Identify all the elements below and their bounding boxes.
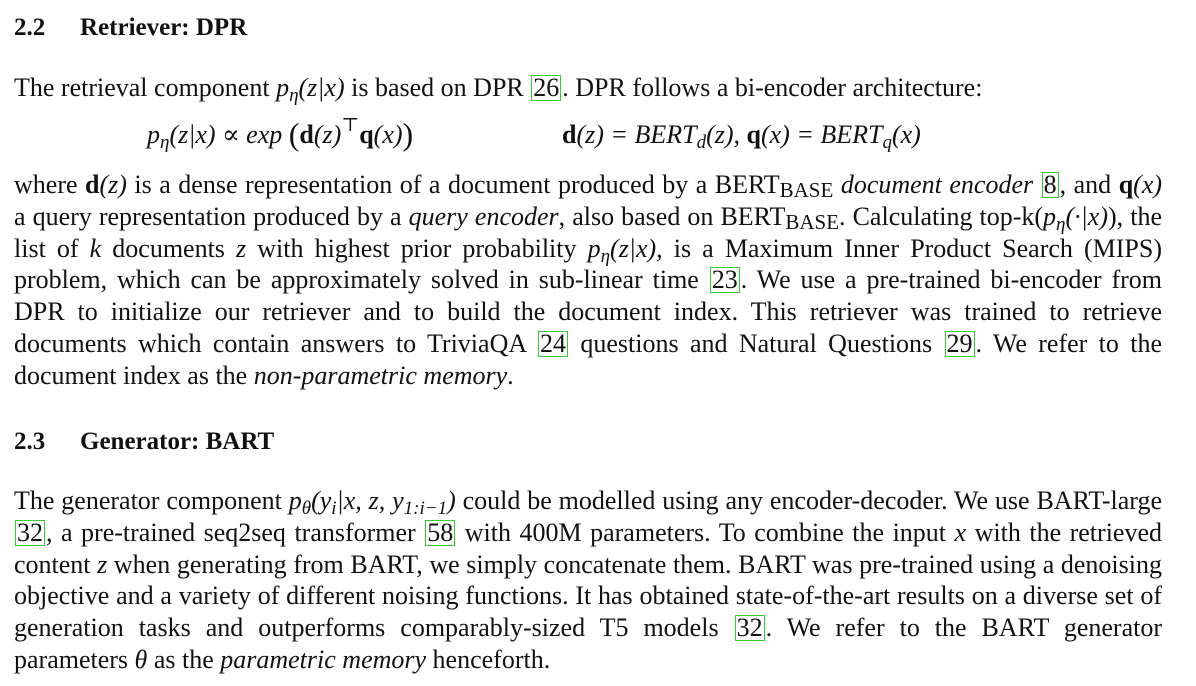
subscript-base: BASE (779, 178, 834, 202)
math-x: x (954, 517, 967, 547)
math-args: (y (311, 486, 332, 515)
text: . (507, 360, 514, 390)
text: , and (1059, 170, 1119, 199)
text: with the retrieved content (14, 517, 1162, 579)
math-args: (z) (313, 120, 342, 149)
text: is based on DPR (344, 73, 531, 102)
emphasis: non-parametric memory (253, 360, 508, 390)
math-p: p (288, 486, 302, 515)
text: , is a Maximum Inner Product Search (MIP… (14, 233, 1163, 295)
paragraph-retriever-details: where d(z) is a dense representation of … (14, 169, 1162, 392)
math-sub: d (696, 132, 707, 153)
subscript-base: BASE (785, 209, 840, 234)
citation-link[interactable]: 8 (1041, 170, 1059, 199)
text: a query representation produced by a (14, 201, 409, 231)
text: with 400M parameters. To combine the inp… (456, 517, 955, 547)
text: where (14, 170, 86, 199)
math-eta: η (600, 245, 611, 267)
text: , a pre-trained seq2seq transformer (46, 517, 425, 547)
section-heading-retriever: 2.2 Retriever: DPR (14, 13, 247, 43)
section-number: 2.2 (14, 14, 46, 41)
math-args: (·|x) (1065, 201, 1108, 231)
text: when generating from BART, we simply con… (14, 549, 1162, 643)
math-args: (z|x) (298, 73, 345, 102)
math-theta: θ (301, 498, 312, 519)
math-p: p (1043, 201, 1057, 231)
text: ), the list of (14, 201, 1162, 263)
math-eta: η (160, 132, 170, 153)
math-args: ) (447, 486, 456, 515)
citation-link[interactable]: 32 (15, 517, 45, 547)
text: . We refer to the document index as the (14, 328, 1162, 390)
math-sub: 1:i−1 (403, 498, 448, 519)
math-p: p (276, 73, 290, 102)
math-d: d (299, 120, 314, 149)
paragraph-generator: The generator component pθ(yi|x, z, y1:i… (14, 485, 1162, 676)
section-heading-generator: 2.3 Generator: BART (14, 427, 274, 457)
math-args: (z), (706, 120, 747, 149)
math-args: (x) (1133, 170, 1163, 199)
emphasis: parametric memory (220, 644, 427, 674)
math-d: d (562, 120, 577, 149)
citation-link[interactable]: 26 (531, 73, 562, 102)
text: , also based on BERT (558, 201, 786, 231)
math-transpose: ⊤ (341, 115, 360, 136)
math-args: (x) = BERT (760, 120, 883, 149)
math-args: (z|x) (610, 233, 657, 263)
math-sub: i (331, 498, 337, 519)
text: could be modelled using any encoder-deco… (455, 486, 1162, 515)
equation-encoders: d(z) = BERTd(z), q(x) = BERTq(x) (562, 118, 921, 152)
text: . DPR follows a bi-encoder architecture: (562, 73, 983, 102)
text: questions and Natural Questions (569, 328, 944, 358)
text: with highest prior probability (246, 233, 588, 263)
math-theta: θ (134, 644, 148, 674)
section-title: Retriever: DPR (80, 14, 248, 41)
math-z: z (97, 549, 108, 579)
math-args: |x, z, y (336, 486, 404, 515)
text: as the (147, 644, 221, 674)
paragraph-retrieval-intro: The retrieval component pη(z|x) is based… (14, 72, 1162, 106)
math-p: p (147, 120, 160, 149)
math-k: k (89, 233, 102, 263)
text: documents (101, 233, 237, 263)
math-q: q (746, 120, 761, 149)
math-args: (x) (891, 120, 921, 149)
section-title: Generator: BART (80, 428, 275, 455)
emphasis: query encoder (408, 201, 559, 231)
math-sub: q (882, 132, 892, 153)
math-eta: η (289, 85, 299, 106)
emphasis: document encoder (840, 170, 1034, 199)
citation-link[interactable]: 24 (538, 328, 569, 358)
math-args: (z) = BERT (576, 120, 697, 149)
math-z: z (236, 233, 247, 263)
citation-link[interactable]: 58 (425, 517, 456, 547)
text: . Calculating top-k( (839, 201, 1044, 231)
equation-retriever-prob: pη(z|x) ∝ exp (d(z)⊤q(x)) (147, 115, 414, 153)
citation-link[interactable]: 32 (734, 613, 765, 643)
section-number: 2.3 (14, 428, 46, 455)
citation-link[interactable]: 23 (709, 265, 740, 295)
math-q: q (359, 120, 374, 149)
math-args: (x) (373, 120, 403, 149)
citation-link[interactable]: 29 (944, 328, 975, 358)
text: . We refer to the BART generator paramet… (14, 613, 1163, 674)
math-eta: η (1056, 213, 1066, 235)
text: is a dense representation of a document … (126, 170, 780, 199)
text: The generator component (14, 486, 289, 515)
math-q: q (1118, 170, 1134, 199)
math-p: p (587, 233, 601, 263)
math-args: (z) (99, 170, 127, 199)
math-d: d (85, 170, 100, 199)
math-args: (z|x) ∝ exp (169, 120, 289, 149)
text: henceforth. (426, 644, 551, 674)
text: . We use a pre-trained bi-encoder from D… (14, 265, 1162, 358)
text: The retrieval component (14, 73, 277, 102)
